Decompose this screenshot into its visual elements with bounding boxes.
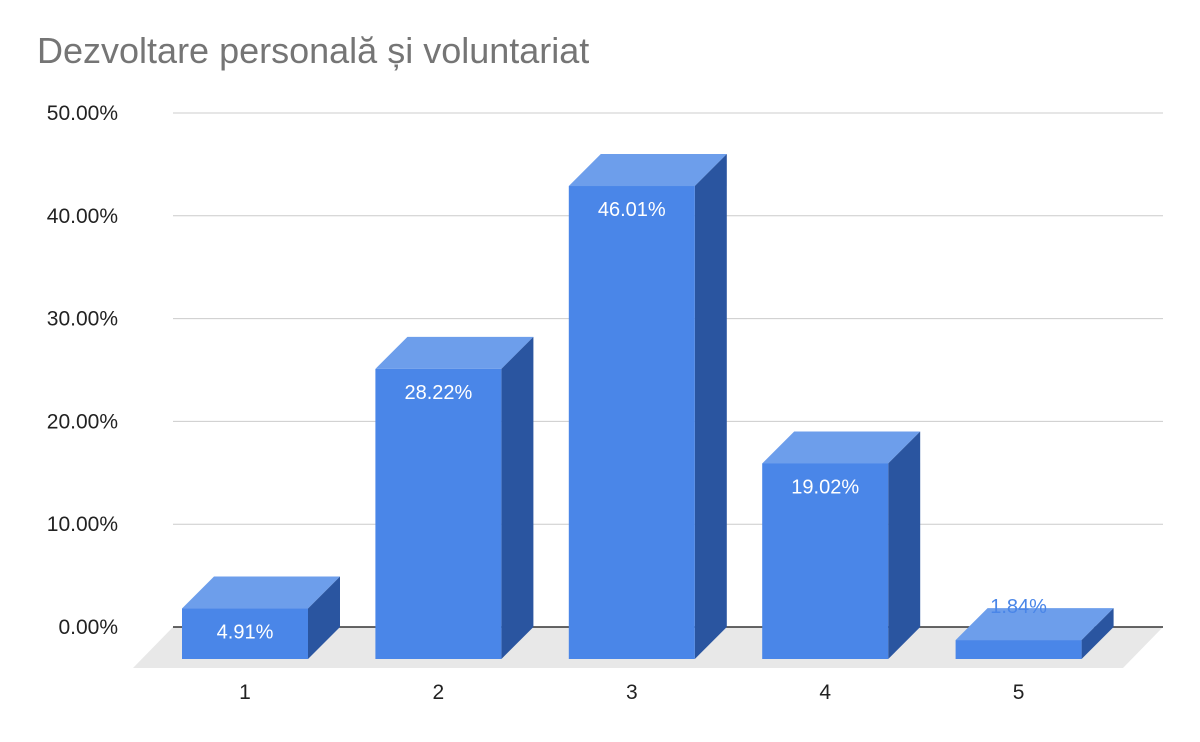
data-label: 4.91% bbox=[217, 622, 274, 644]
y-tick-label: 10.00% bbox=[47, 513, 118, 536]
data-label: 28.22% bbox=[404, 382, 472, 404]
bar bbox=[568, 154, 727, 659]
x-tick-label: 4 bbox=[819, 681, 831, 704]
y-tick-label: 0.00% bbox=[58, 616, 118, 639]
x-tick-label: 5 bbox=[1013, 681, 1025, 704]
data-labels: 4.91% 28.22% 46.01% 19.02% 1.84% bbox=[217, 199, 1048, 644]
bar-top-face bbox=[375, 336, 534, 369]
bar-top-face bbox=[182, 576, 340, 609]
bar-side-face bbox=[888, 431, 921, 659]
y-axis-ticks: 0.00% 10.00% 20.00% 30.00% 40.00% 50.00% bbox=[47, 102, 118, 639]
bar bbox=[762, 431, 921, 659]
bar-front-face bbox=[375, 368, 502, 659]
x-tick-label: 1 bbox=[239, 681, 251, 704]
y-tick-label: 50.00% bbox=[47, 102, 118, 125]
bar bbox=[182, 576, 340, 659]
bars bbox=[182, 154, 1114, 659]
bar-top-face bbox=[762, 431, 921, 464]
bar-side-face bbox=[694, 154, 727, 659]
chart-title: Dezvoltare personală și voluntariat bbox=[37, 30, 590, 71]
bar-front-face bbox=[568, 186, 695, 659]
bar bbox=[955, 608, 1114, 659]
y-tick-label: 20.00% bbox=[47, 410, 118, 433]
bar-front-face bbox=[955, 640, 1082, 659]
bar-side-face bbox=[308, 576, 340, 659]
bar-side-face bbox=[1081, 608, 1114, 659]
bar-side-face bbox=[501, 336, 534, 659]
data-label: 19.02% bbox=[791, 476, 859, 498]
bar-front-face bbox=[182, 608, 308, 659]
y-tick-label: 40.00% bbox=[47, 205, 118, 228]
bar-top-face bbox=[955, 608, 1114, 641]
x-axis-ticks: 1 2 3 4 5 bbox=[239, 681, 1024, 704]
data-label: 1.84% bbox=[990, 596, 1047, 618]
y-tick-label: 30.00% bbox=[47, 308, 118, 331]
x-tick-label: 3 bbox=[626, 681, 638, 704]
bar-front-face bbox=[762, 463, 889, 659]
x-tick-label: 2 bbox=[433, 681, 445, 704]
data-label: 46.01% bbox=[598, 199, 666, 221]
bar-top-face bbox=[568, 154, 727, 187]
bar bbox=[375, 336, 534, 659]
